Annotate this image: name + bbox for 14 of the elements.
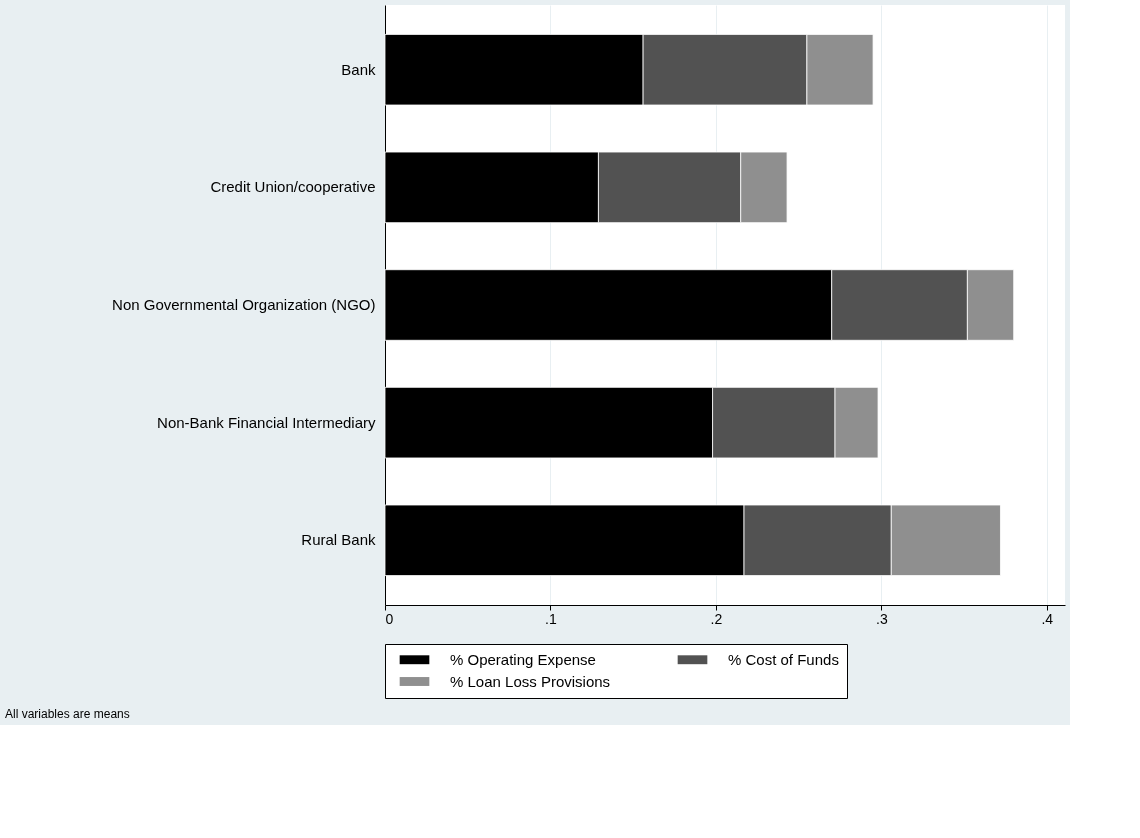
legend-label: % Loan Loss Provisions [450,672,611,690]
y-tick-label: Non-Bank Financial Intermediary [157,413,376,431]
x-tick-label: .1 [545,610,557,627]
x-tick-label: 0 [385,610,394,627]
y-tick-label: Rural Bank [301,531,376,549]
legend-label: % Operating Expense [450,650,596,668]
y-tick-label: Bank [341,60,376,78]
x-tick-label: .3 [876,610,888,627]
text: All variables are means [5,706,130,721]
legend-label: % Cost of Funds [728,650,839,668]
x-tick-label: .4 [1041,610,1054,627]
x-tick-label: .2 [710,610,723,627]
y-tick-label: Credit Union/cooperative [210,178,376,196]
y-tick-label: Non Governmental Organization (NGO) [112,296,376,313]
